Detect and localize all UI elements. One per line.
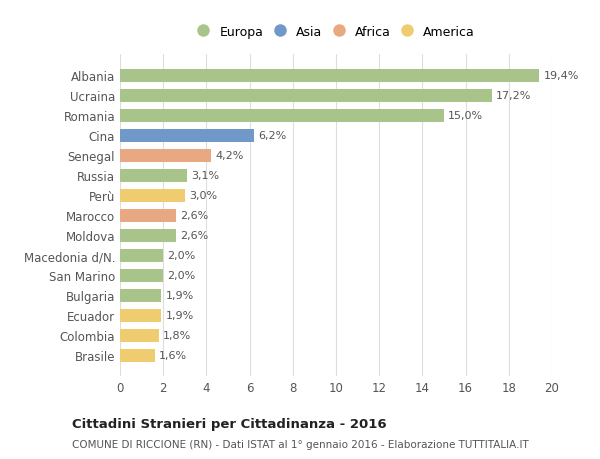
Text: 3,0%: 3,0%	[189, 191, 217, 201]
Text: 1,6%: 1,6%	[159, 350, 187, 360]
Text: COMUNE DI RICCIONE (RN) - Dati ISTAT al 1° gennaio 2016 - Elaborazione TUTTITALI: COMUNE DI RICCIONE (RN) - Dati ISTAT al …	[72, 440, 529, 449]
Legend: Europa, Asia, Africa, America: Europa, Asia, Africa, America	[191, 20, 481, 45]
Bar	[120, 70, 539, 83]
Text: 1,8%: 1,8%	[163, 330, 191, 340]
Bar	[120, 309, 161, 322]
Text: 2,6%: 2,6%	[181, 211, 209, 221]
Text: 1,9%: 1,9%	[166, 310, 194, 320]
Bar	[120, 289, 161, 302]
Text: 2,0%: 2,0%	[167, 251, 196, 261]
Text: 6,2%: 6,2%	[258, 131, 286, 141]
Text: Cittadini Stranieri per Cittadinanza - 2016: Cittadini Stranieri per Cittadinanza - 2…	[72, 417, 386, 430]
Bar	[120, 169, 187, 182]
Bar	[120, 349, 155, 362]
Bar	[120, 150, 211, 162]
Bar	[120, 129, 254, 142]
Text: 2,0%: 2,0%	[167, 270, 196, 280]
Text: 4,2%: 4,2%	[215, 151, 244, 161]
Text: 19,4%: 19,4%	[544, 71, 579, 81]
Bar	[120, 269, 163, 282]
Bar	[120, 229, 176, 242]
Bar	[120, 90, 491, 102]
Text: 15,0%: 15,0%	[448, 111, 484, 121]
Text: 2,6%: 2,6%	[181, 231, 209, 241]
Bar	[120, 329, 159, 342]
Text: 1,9%: 1,9%	[166, 291, 194, 301]
Bar	[120, 110, 444, 123]
Bar	[120, 209, 176, 222]
Text: 17,2%: 17,2%	[496, 91, 531, 101]
Text: 3,1%: 3,1%	[191, 171, 220, 181]
Bar	[120, 249, 163, 262]
Bar	[120, 189, 185, 202]
